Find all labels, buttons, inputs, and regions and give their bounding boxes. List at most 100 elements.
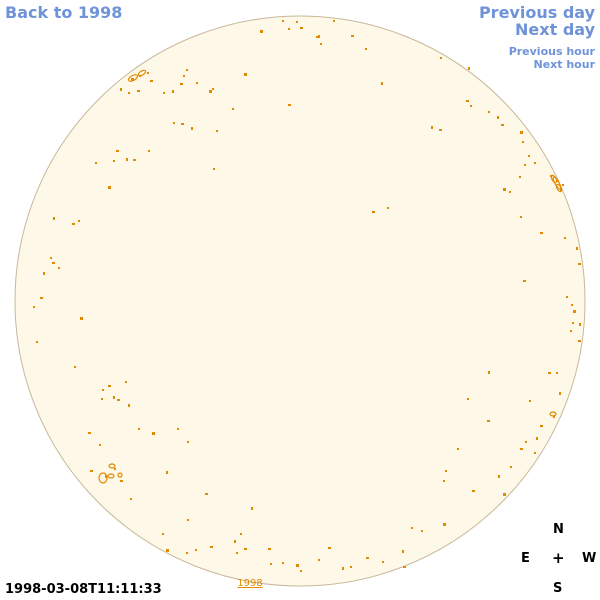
contour-mark [125,381,127,383]
back-to-year-link[interactable]: Back to 1998 [5,3,123,22]
contour-mark [50,257,52,259]
contour-mark [445,470,447,472]
contour-mark [95,162,97,164]
contour-mark [195,549,197,551]
contour-mark [366,557,369,559]
contour-mark [114,468,116,470]
contour-mark [571,304,573,306]
contour-mark [503,493,506,496]
contour-mark [166,549,169,552]
contour-mark [501,124,504,126]
contour-mark [105,475,107,478]
contour-mark [232,108,234,110]
contour-mark [213,168,215,170]
contour-mark [382,561,384,563]
year-label[interactable]: 1998 [237,578,262,589]
contour-mark [510,466,512,468]
contour-mark [183,75,185,77]
contour-mark [443,523,446,526]
contour-mark [244,548,247,550]
contour-mark [216,130,218,132]
contour-mark [209,90,212,93]
contour-mark [120,88,122,91]
contour-mark [318,559,320,561]
contour-mark [131,78,134,81]
contour-mark [268,548,271,550]
contour-mark [186,552,188,554]
contour-mark [316,36,319,38]
previous-day-link[interactable]: Previous day [478,3,595,22]
contour-mark [147,72,149,74]
contour-mark [162,533,164,535]
compass-west: W [582,551,597,566]
contour-mark [80,317,83,320]
contour-mark [210,546,213,548]
compass-center: + [552,549,565,567]
contour-mark [534,452,536,454]
contour-mark [113,160,115,162]
contour-mark [556,372,558,374]
contour-mark [288,28,290,30]
contour-mark [443,480,445,482]
contour-mark [138,428,140,430]
contour-mark [260,30,263,33]
contour-loop [137,69,147,77]
contour-mark [187,519,189,521]
contour-mark [576,247,578,250]
next-hour-link[interactable]: Next hour [533,58,596,71]
contour-mark [578,263,581,265]
contour-loop [117,472,123,478]
contour-mark [524,164,526,166]
contour-mark [540,232,543,234]
magnetic-contours [33,20,581,572]
contour-loop [127,74,139,82]
contour-mark [172,90,174,93]
contour-loop [555,183,563,193]
contour-mark [102,389,104,391]
contour-mark [525,441,527,443]
contour-mark [566,296,568,298]
contour-mark [503,188,506,191]
contour-mark [117,399,120,401]
contour-mark [548,372,551,374]
contour-mark [540,425,543,427]
contour-mark [365,48,367,50]
compass-east: E [521,551,530,566]
contour-mark [520,131,523,134]
contour-mark [570,330,572,332]
contour-loop [108,463,116,469]
contour-mark [553,416,555,418]
contour-mark [126,158,128,161]
solar-disk [14,15,586,587]
contour-mark [536,437,538,440]
contour-mark [78,220,80,222]
contour-mark [108,385,111,387]
contour-mark [113,396,115,399]
contour-mark [36,341,38,343]
contour-mark [572,322,574,324]
contour-mark [205,493,208,495]
contour-mark [468,67,470,70]
contour-mark [163,92,165,94]
contour-mark [88,432,91,434]
next-day-link[interactable]: Next day [515,20,595,39]
contour-mark [559,392,561,395]
contour-mark [522,141,524,143]
previous-hour-link[interactable]: Previous hour [508,45,595,58]
contour-loop [549,411,557,417]
contour-mark [101,398,103,400]
contour-mark [296,564,299,567]
contour-mark [43,272,45,275]
contour-mark [520,216,522,218]
contour-mark [387,207,389,209]
contour-mark [40,297,43,299]
contour-mark [296,21,298,23]
contour-loop [107,473,115,479]
contour-mark [282,20,284,22]
contour-mark [472,490,475,492]
contour-mark [520,448,523,450]
contour-mark [148,150,150,152]
contour-mark [244,73,247,76]
contour-mark [560,188,562,191]
